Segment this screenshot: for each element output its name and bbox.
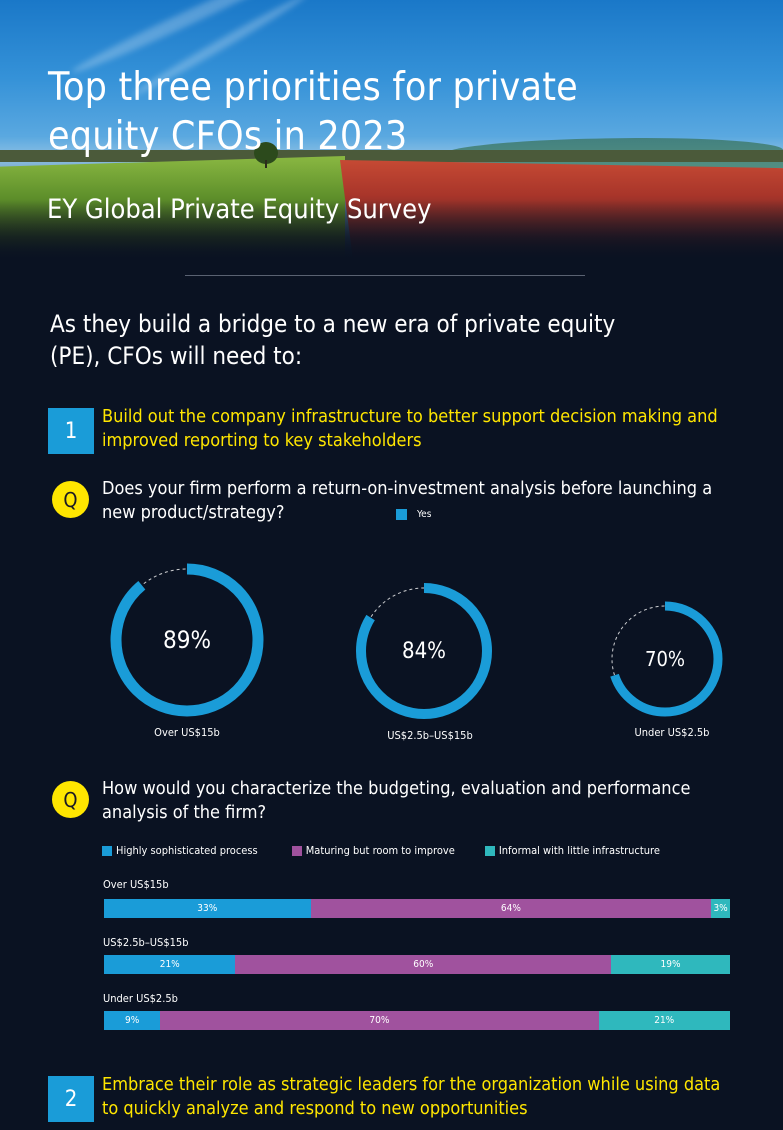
bar-segment-informal: 21% xyxy=(598,1011,730,1030)
donut-value: 70% xyxy=(645,647,685,671)
intro-text: As they build a bridge to a new era of p… xyxy=(50,310,616,370)
question-text: How would you characterize the budgeting… xyxy=(102,778,691,823)
bar-segment-highly-sophisticated: 33% xyxy=(104,899,311,918)
question-icon: Q xyxy=(52,481,89,518)
question-icon: Q xyxy=(52,781,89,818)
donut-category-label: Under US$2.5b xyxy=(634,726,710,739)
bar-chart-legend: Highly sophisticated process Maturing bu… xyxy=(102,844,690,857)
question-2: Q How would you characterize the budgeti… xyxy=(52,777,732,825)
bar-segment-maturing: 60% xyxy=(235,955,612,974)
donut-ring xyxy=(356,583,492,719)
donut-category-label: Over US$15b xyxy=(154,726,220,739)
legend-swatch xyxy=(102,845,112,856)
priority-number-badge: 2 xyxy=(48,1076,94,1122)
legend-item-maturing: Maturing but room to improve xyxy=(291,844,455,857)
bar-segment-highly-sophisticated: 21% xyxy=(104,955,236,974)
donut-value: 89% xyxy=(163,626,211,654)
bar-segment-highly-sophisticated: 9% xyxy=(104,1011,161,1030)
donut-chart-under-2-5b: 70% xyxy=(607,601,723,717)
legend-item-highly-sophisticated: Highly sophisticated process xyxy=(102,844,258,857)
page-title: Top three priorities for private equity … xyxy=(48,65,578,159)
stacked-bar-2-5b-15b: 21% 60% 19% xyxy=(104,955,730,974)
bar-segment-informal: 3% xyxy=(711,899,730,918)
question-1: Q Does your firm perform a return-on-inv… xyxy=(52,477,732,525)
donut-ring xyxy=(110,563,264,717)
donut-value: 84% xyxy=(402,638,446,664)
bar-category-label: Over US$15b xyxy=(103,878,169,891)
tree-image xyxy=(254,142,278,164)
legend-swatch xyxy=(484,845,495,856)
hero-banner xyxy=(0,0,783,262)
treeline-image xyxy=(0,150,783,162)
legend-label: Maturing but room to improve xyxy=(305,844,455,857)
priority-2: 2 Embrace their role as strategic leader… xyxy=(48,1073,722,1122)
bar-category-label: Under US$2.5b xyxy=(103,992,178,1005)
legend-label-yes: Yes xyxy=(417,509,432,520)
bar-segment-maturing: 70% xyxy=(160,1011,599,1030)
bar-category-label: US$2.5b–US$15b xyxy=(103,936,189,949)
stacked-bar-over-15b: 33% 64% 3% xyxy=(104,899,730,918)
question-text: Does your firm perform a return-on-inves… xyxy=(102,478,713,523)
section-divider xyxy=(185,275,585,276)
tree-trunk-image xyxy=(265,160,267,168)
legend-swatch xyxy=(291,845,302,856)
stacked-bar-under-2-5b: 9% 70% 21% xyxy=(104,1011,730,1030)
legend-swatch-yes xyxy=(396,509,407,520)
bar-segment-maturing: 64% xyxy=(310,899,712,918)
priority-1: 1 Build out the company infrastructure t… xyxy=(48,405,722,454)
priority-text: Build out the company infrastructure to … xyxy=(102,406,718,451)
priority-text: Embrace their role as strategic leaders … xyxy=(102,1074,721,1119)
legend-item-informal: Informal with little infrastructure xyxy=(484,844,660,857)
page-subtitle: EY Global Private Equity Survey xyxy=(47,194,432,225)
donut-chart-over-15b: 89% xyxy=(110,563,264,717)
priority-number-badge: 1 xyxy=(48,408,94,454)
donut-chart-2-5b-15b: 84% xyxy=(355,582,493,720)
bar-segment-informal: 19% xyxy=(611,955,730,974)
donut-ring xyxy=(607,601,723,717)
donut-category-label: US$2.5b–US$15b xyxy=(387,729,473,742)
legend-label: Informal with little infrastructure xyxy=(498,844,660,857)
hero-fade xyxy=(0,200,783,262)
legend-label: Highly sophisticated process xyxy=(116,844,258,857)
donut-legend: Yes xyxy=(396,509,431,520)
